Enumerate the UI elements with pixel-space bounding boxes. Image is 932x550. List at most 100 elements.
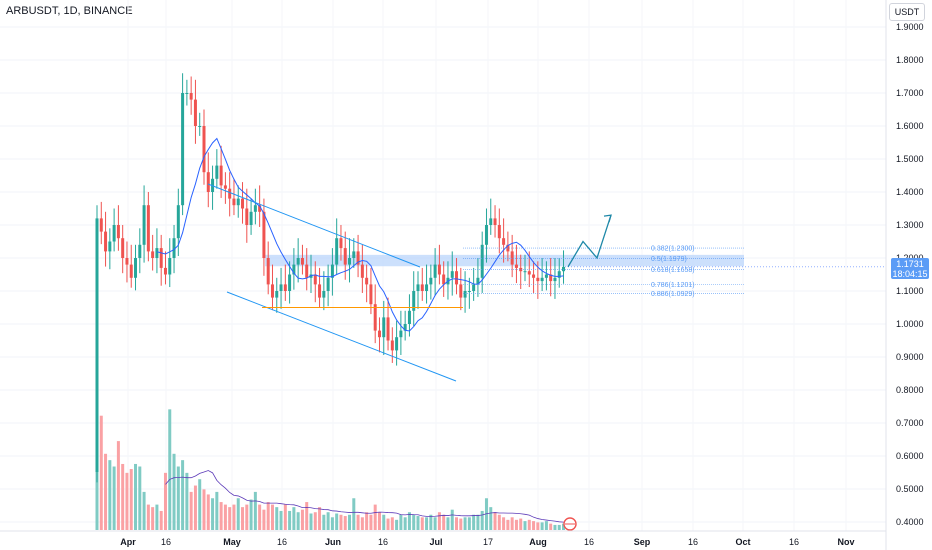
volume-bar: [270, 504, 274, 530]
volume-bar: [437, 512, 441, 530]
price-tick: 0.4000: [896, 517, 924, 527]
bar-countdown: 18:04:15: [892, 269, 928, 279]
volume-bar: [386, 518, 390, 530]
candle-body: [352, 251, 356, 258]
volume-bar: [544, 521, 548, 530]
time-tick: Jul: [429, 537, 442, 547]
volume-bar: [245, 504, 249, 530]
volume-bar: [262, 509, 266, 530]
candle-body: [326, 277, 330, 291]
candle-body: [253, 205, 257, 212]
volume-bar: [296, 512, 300, 530]
candle-body: [249, 211, 253, 225]
volume-bar: [352, 498, 356, 530]
candle-body: [553, 277, 557, 282]
volume-bar: [450, 509, 454, 530]
time-tick: 16: [378, 537, 388, 547]
candle-body: [472, 284, 476, 291]
volume-bar: [497, 514, 501, 530]
candle-body: [425, 284, 429, 291]
candle-body: [416, 284, 420, 291]
price-tick: 1.5000: [896, 154, 924, 164]
volume-bar: [343, 516, 347, 530]
candle-body: [163, 267, 167, 275]
volume-bar: [433, 517, 437, 530]
candle-body: [134, 258, 138, 278]
price-tick: 1.0000: [896, 319, 924, 329]
candle-body: [356, 251, 360, 265]
volume-bar: [557, 524, 561, 530]
candle-body: [262, 211, 266, 258]
candle-body: [343, 248, 347, 265]
candle-body: [549, 274, 553, 282]
symbol-header[interactable]: ARBUSDT, 1D, BINANCE: [6, 5, 133, 17]
candle-body: [99, 218, 103, 232]
price-tick: 1.9000: [896, 22, 924, 32]
volume-bar: [467, 517, 471, 530]
candle-body: [129, 264, 133, 278]
volume-bar: [476, 514, 480, 530]
candle-body: [258, 205, 262, 212]
time-axis: Apr 16 May 16 Jun 16 Jul 17 Aug 16 Sep 16 Oct 16 Nov: [120, 537, 854, 547]
volume-bar: [99, 415, 103, 530]
time-tick: Nov: [837, 537, 854, 547]
volume-bar: [168, 409, 172, 530]
candle-body: [138, 244, 142, 258]
volume-bar: [399, 514, 403, 530]
volume-bar: [339, 514, 343, 530]
fib-level-label: 0.382(1.2300): [651, 246, 695, 253]
volume-bar: [429, 514, 433, 530]
candle-body: [296, 258, 300, 265]
candle-body: [168, 258, 172, 275]
volume-bar: [390, 517, 394, 530]
volume-bar: [506, 519, 510, 530]
candle-body: [236, 198, 240, 206]
candle-body: [365, 277, 369, 285]
volume-bar: [159, 510, 163, 530]
volume-bar: [202, 489, 206, 530]
last-price: 1.1731: [896, 259, 924, 269]
price-tick: 0.9000: [896, 352, 924, 362]
volume-bar: [318, 507, 322, 530]
volume-bar: [163, 472, 167, 530]
volume-bar: [519, 518, 523, 530]
volume-bar: [510, 517, 514, 530]
volume-bar: [292, 507, 296, 530]
candle-body: [292, 264, 296, 275]
candle-body: [437, 264, 441, 275]
candle-body: [206, 172, 210, 192]
candle-body: [510, 251, 514, 265]
volume-bar: [455, 517, 459, 530]
volume-bar: [514, 519, 518, 530]
candle-body: [305, 264, 309, 278]
currency-button[interactable]: USDT: [889, 3, 925, 21]
volume-bar: [442, 514, 446, 530]
candle-body: [527, 271, 531, 275]
candle-body: [322, 291, 326, 298]
volume-bar: [300, 509, 304, 530]
candle-body: [433, 264, 437, 278]
volume-bar: [266, 502, 270, 530]
candle-body: [557, 271, 561, 278]
candle-body: [155, 248, 159, 258]
candle-body: [399, 330, 403, 338]
candle-body: [185, 93, 189, 94]
volume-bar: [416, 516, 420, 530]
volume-bar: [236, 498, 240, 530]
projection-arrow: [567, 214, 612, 268]
volume-ma-line: [165, 470, 564, 523]
time-tick: 17: [483, 537, 493, 547]
candle-body: [300, 258, 304, 265]
time-tick: 16: [584, 537, 594, 547]
volume-bar: [446, 517, 450, 530]
candle-body: [450, 271, 454, 278]
volume-bar: [420, 517, 424, 530]
candle-body: [189, 93, 193, 100]
time-tick: 16: [789, 537, 799, 547]
candle-body: [270, 284, 274, 298]
candle-body: [121, 238, 125, 258]
volume-bar: [181, 460, 185, 530]
volume-bar: [425, 517, 429, 530]
candle-body: [382, 317, 386, 338]
